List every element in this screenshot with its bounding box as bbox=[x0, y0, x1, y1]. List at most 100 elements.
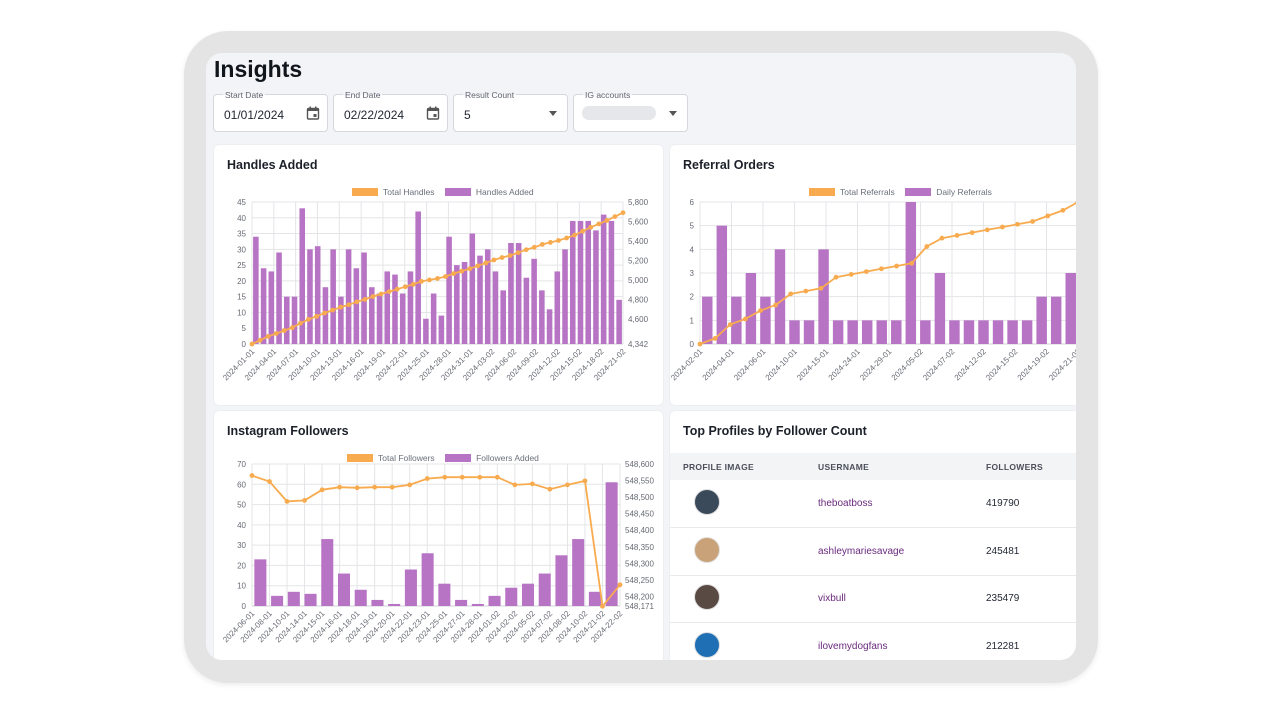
bar bbox=[905, 202, 917, 344]
bar bbox=[876, 320, 887, 344]
calendar-icon[interactable] bbox=[426, 106, 440, 120]
start-date-field[interactable]: Start Date 01/01/2024 bbox=[213, 90, 328, 132]
data-point bbox=[1030, 219, 1036, 224]
data-point bbox=[773, 302, 778, 308]
data-point bbox=[894, 263, 899, 269]
data-point bbox=[257, 337, 263, 343]
bar bbox=[404, 569, 417, 606]
y2-tick-label: 4,600 bbox=[628, 315, 649, 324]
avatar[interactable] bbox=[694, 536, 720, 563]
bar bbox=[546, 309, 553, 344]
bar bbox=[446, 236, 452, 344]
followers-legend: Total Followers Followers Added bbox=[347, 453, 547, 463]
data-point bbox=[475, 263, 481, 269]
x-tick-label: 2024-12-02 bbox=[953, 347, 989, 383]
data-point bbox=[302, 498, 307, 503]
legend-item-followers-added[interactable]: Followers Added bbox=[445, 453, 539, 463]
y2-tick-label: 548,450 bbox=[625, 510, 654, 519]
y-tick-label: 45 bbox=[237, 198, 246, 207]
data-point bbox=[742, 316, 748, 322]
y-tick-label: 40 bbox=[237, 521, 246, 530]
legend-item-total-referrals[interactable]: Total Referrals bbox=[809, 187, 895, 197]
bar bbox=[421, 553, 434, 606]
y-tick-label: 0 bbox=[242, 602, 247, 611]
result-count-select[interactable]: Result Count 5 bbox=[453, 90, 568, 132]
x-tick-label: 2024-29-01 bbox=[858, 347, 894, 383]
bar bbox=[1036, 296, 1047, 344]
table-row[interactable]: theboatboss 419790 bbox=[670, 480, 1076, 528]
data-point bbox=[1015, 221, 1020, 227]
data-point bbox=[467, 266, 473, 272]
data-point bbox=[954, 233, 960, 238]
data-point bbox=[249, 341, 255, 347]
followers-chart-title: Instagram Followers bbox=[227, 424, 349, 438]
legend-item-daily-referrals[interactable]: Daily Referrals bbox=[905, 187, 992, 197]
avatar[interactable] bbox=[694, 489, 720, 515]
series-line bbox=[251, 474, 621, 609]
y-tick-label: 50 bbox=[237, 501, 246, 510]
y2-tick-label: 5,600 bbox=[628, 217, 649, 226]
table-row[interactable]: vixbull 235479 bbox=[670, 575, 1076, 623]
y-tick-label: 10 bbox=[237, 308, 246, 317]
y-tick-label: 10 bbox=[237, 582, 246, 591]
username-link[interactable]: ashleymariesavage bbox=[818, 527, 986, 576]
username-link[interactable]: vixbull bbox=[818, 575, 986, 623]
bar bbox=[539, 290, 545, 344]
data-point bbox=[346, 302, 352, 308]
table-row[interactable]: ashleymariesavage 245481 bbox=[670, 527, 1076, 576]
data-point bbox=[1045, 213, 1051, 219]
data-point bbox=[273, 331, 279, 336]
data-point bbox=[249, 473, 255, 478]
table-row[interactable]: ilovemydogfans 212281 bbox=[670, 622, 1076, 660]
data-point bbox=[424, 476, 430, 481]
bar bbox=[314, 246, 321, 344]
data-point bbox=[297, 320, 303, 326]
bar bbox=[569, 220, 576, 344]
bar bbox=[376, 293, 383, 344]
username-link[interactable]: ilovemydogfans bbox=[818, 622, 986, 660]
handles-chart: 0 5 10 15 20 25 30 35 40 45 4,342 4,600 4,800 5,000 5,… bbox=[221, 198, 649, 382]
ig-accounts-select[interactable]: IG accounts bbox=[573, 90, 688, 132]
data-point bbox=[267, 479, 272, 484]
bar bbox=[353, 268, 360, 344]
data-point bbox=[314, 314, 319, 319]
legend-item-handles-added[interactable]: Handles Added bbox=[444, 187, 534, 197]
bar bbox=[521, 583, 535, 606]
bar bbox=[891, 320, 902, 344]
username-link[interactable]: theboatboss bbox=[818, 480, 986, 528]
data-point bbox=[565, 482, 570, 488]
profiles-table-body: theboatboss 419790 ashleymariesavage 245481… bbox=[670, 480, 1076, 660]
column-header-username: USERNAME bbox=[818, 453, 986, 480]
profiles-table: PROFILE IMAGE USERNAME FOLLOWERS theboat… bbox=[670, 453, 1076, 660]
bar bbox=[789, 320, 800, 344]
calendar-icon[interactable] bbox=[306, 106, 320, 120]
bar bbox=[562, 249, 568, 344]
bar bbox=[605, 482, 618, 606]
y-tick-label: 3 bbox=[690, 269, 695, 278]
avatar[interactable] bbox=[694, 584, 720, 611]
legend-item-total-followers[interactable]: Total Followers bbox=[347, 453, 435, 463]
handles-added-card: Handles Added Total Handles Handles Adde… bbox=[213, 144, 664, 406]
x-tick-label: 2024-04-01 bbox=[701, 347, 737, 383]
follower-count: 419790 bbox=[986, 480, 1076, 528]
bar bbox=[415, 211, 421, 344]
avatar[interactable] bbox=[694, 631, 720, 658]
bar bbox=[438, 583, 451, 606]
data-point bbox=[483, 260, 489, 266]
data-point bbox=[443, 274, 448, 279]
result-count-value: 5 bbox=[464, 108, 471, 122]
end-date-field[interactable]: End Date 02/22/2024 bbox=[333, 90, 448, 132]
bar bbox=[716, 225, 728, 344]
y2-tick-label: 548,400 bbox=[625, 526, 654, 535]
profile-image-cell bbox=[670, 575, 818, 623]
bar bbox=[271, 595, 284, 606]
data-point bbox=[531, 244, 537, 250]
bar bbox=[702, 296, 713, 344]
data-point bbox=[969, 230, 975, 236]
data-point bbox=[394, 286, 400, 292]
bar bbox=[978, 320, 989, 344]
data-point bbox=[564, 235, 569, 241]
ig-account-chip[interactable] bbox=[582, 106, 656, 120]
legend-item-total-handles[interactable]: Total Handles bbox=[352, 187, 435, 197]
bar bbox=[515, 243, 522, 344]
